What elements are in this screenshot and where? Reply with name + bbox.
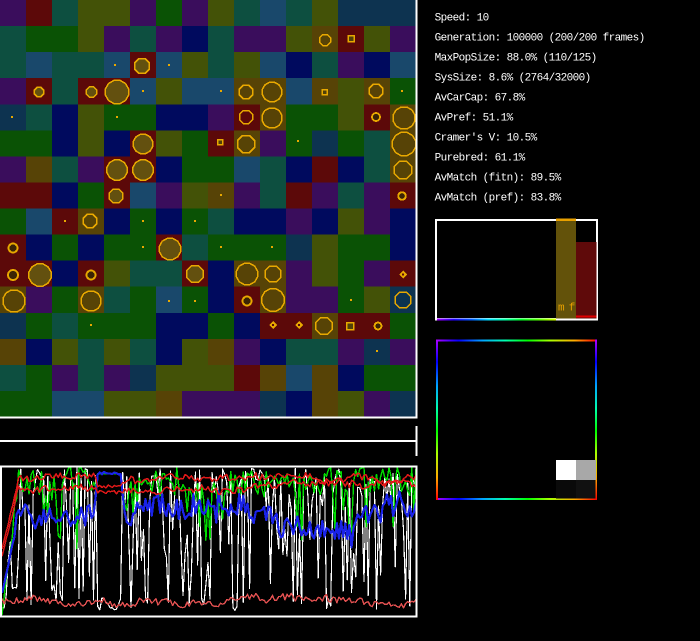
svg-text:f: f — [569, 303, 576, 315]
svg-text:Cramer's V: 10.5%: Cramer's V: 10.5% — [435, 133, 538, 145]
svg-text:Speed: 10: Speed: 10 — [435, 13, 489, 25]
svg-text:m: m — [558, 303, 565, 315]
svg-text:SysSize: 8.6% (2764/32000): SysSize: 8.6% (2764/32000) — [435, 73, 591, 85]
svg-text:AvCarCap: 67.8%: AvCarCap: 67.8% — [435, 93, 526, 105]
svg-text:Generation: 100000 (200/200 fr: Generation: 100000 (200/200 frames) — [435, 33, 645, 45]
svg-text:AvMatch (fitn): 89.5%: AvMatch (fitn): 89.5% — [435, 173, 562, 185]
svg-text:Purebred: 61.1%: Purebred: 61.1% — [435, 153, 526, 165]
svg-text:MaxPopSize: 88.0% (110/125): MaxPopSize: 88.0% (110/125) — [435, 53, 597, 65]
svg-text:AvMatch (pref): 83.8%: AvMatch (pref): 83.8% — [435, 193, 562, 205]
svg-text:AvPref: 51.1%: AvPref: 51.1% — [435, 113, 514, 125]
